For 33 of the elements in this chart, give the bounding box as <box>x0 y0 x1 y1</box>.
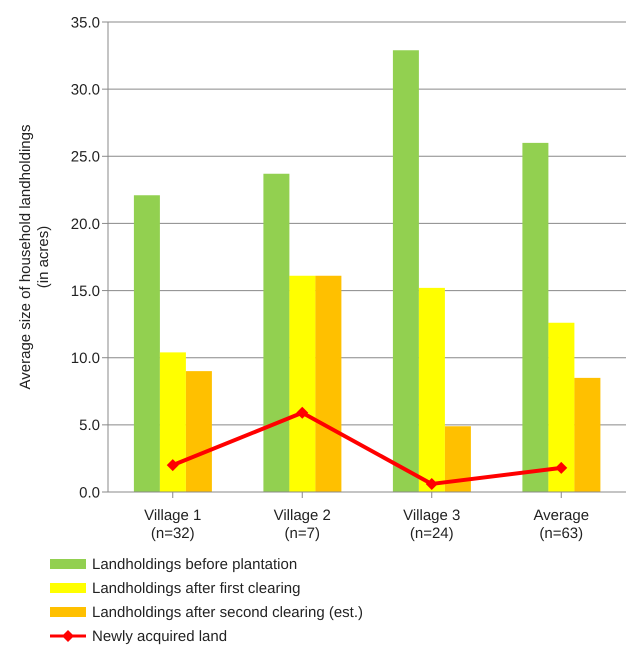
point <box>426 478 438 490</box>
bar <box>522 142 548 492</box>
point <box>296 406 308 419</box>
bar <box>263 174 290 492</box>
legend-label: Landholdings before plantation <box>92 556 298 572</box>
x-tick-label: Village 2 (n=7) <box>274 507 331 542</box>
bar <box>160 352 186 492</box>
bar <box>418 288 445 492</box>
y-tick-label: 10.0 <box>70 350 100 368</box>
y-tick-label: 30.0 <box>70 81 100 98</box>
point <box>555 462 568 474</box>
y-axis-title: Average size of household landholdings (in acres) <box>17 124 52 390</box>
x-tick-label: Village 1 (n=32) <box>144 507 202 542</box>
y-tick-label: 35.0 <box>70 14 100 32</box>
bar <box>548 322 574 492</box>
y-tick-label: 25.0 <box>70 148 100 166</box>
bar <box>444 426 471 492</box>
y-tick-label: 15.0 <box>70 282 100 300</box>
bar <box>289 276 316 492</box>
bar <box>392 50 419 492</box>
bar <box>315 276 342 492</box>
y-tick-label: 0.0 <box>79 484 100 502</box>
x-tick-label: Village 3 (n=24) <box>403 507 460 542</box>
bar <box>574 378 600 492</box>
x-tick-label: Average (n=63) <box>533 507 590 542</box>
bar <box>134 195 160 492</box>
y-tick-label: 5.0 <box>79 417 100 434</box>
legend-label: Newly acquired land <box>92 628 228 644</box>
legend-label: Landholdings after second clearing (est.) <box>92 604 363 620</box>
point <box>166 459 179 472</box>
bar <box>186 371 212 492</box>
legend-label: Landholdings after first clearing <box>92 580 300 596</box>
y-tick-label: 20.0 <box>70 216 100 233</box>
